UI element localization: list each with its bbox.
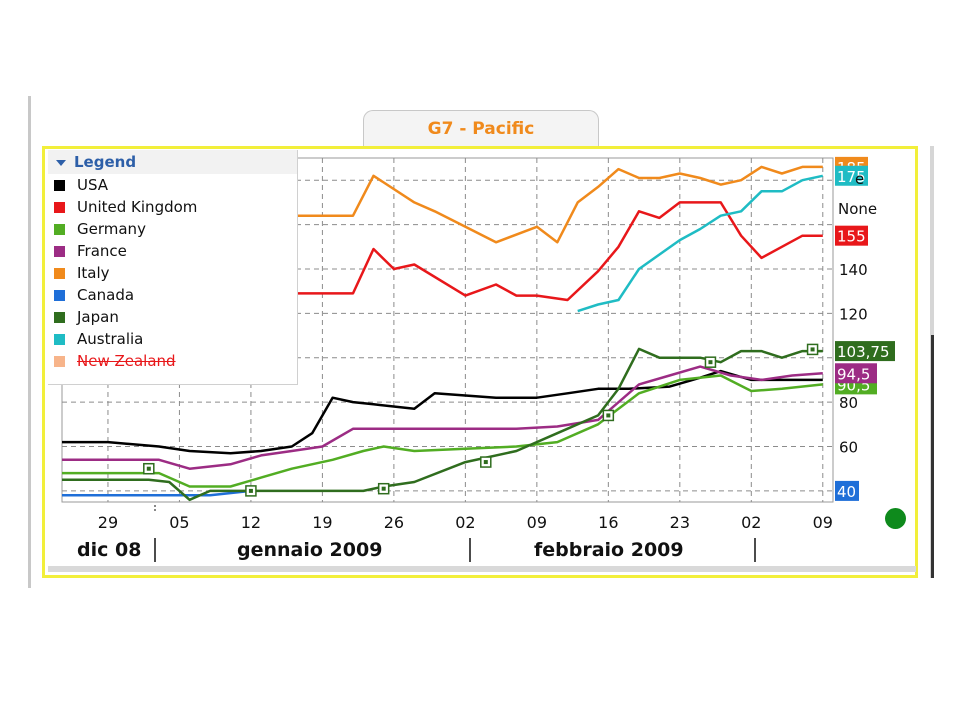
x-tick-label: 29 bbox=[98, 513, 118, 532]
legend-swatch bbox=[54, 356, 65, 367]
data-marker-dot bbox=[248, 488, 253, 493]
none-label: None bbox=[838, 200, 877, 218]
legend-item-label: Germany bbox=[77, 220, 146, 238]
status-indicator-dot[interactable] bbox=[885, 508, 906, 529]
x-tick-label: 19 bbox=[312, 513, 332, 532]
legend-item[interactable]: France bbox=[48, 240, 297, 262]
month-label: dic 08 bbox=[77, 539, 141, 561]
legend-item[interactable]: USA bbox=[48, 174, 297, 196]
data-marker-dot bbox=[810, 347, 815, 352]
x-tick-label: 02 bbox=[741, 513, 761, 532]
x-tick-label: 12 bbox=[241, 513, 261, 532]
partial-label: e bbox=[855, 170, 864, 188]
legend-item[interactable]: United Kingdom bbox=[48, 196, 297, 218]
legend-item-label: Japan bbox=[77, 308, 119, 326]
legend-swatch bbox=[54, 268, 65, 279]
x-tick-label: 09 bbox=[527, 513, 547, 532]
legend-swatch bbox=[54, 312, 65, 323]
series-line bbox=[62, 201, 823, 302]
legend-toggle[interactable]: Legend bbox=[48, 150, 297, 174]
scroller-strip bbox=[48, 566, 916, 572]
legend-item-label: France bbox=[77, 242, 127, 260]
legend-swatch bbox=[54, 202, 65, 213]
value-badge bbox=[835, 225, 868, 246]
value-badge-label: 175 bbox=[837, 168, 866, 186]
series-line bbox=[62, 347, 823, 502]
legend-item-label: Italy bbox=[77, 264, 110, 282]
y-tick-label: 120 bbox=[839, 305, 868, 323]
legend-item[interactable]: Australia bbox=[48, 328, 297, 350]
legend-swatch bbox=[54, 334, 65, 345]
legend-item-label: Australia bbox=[77, 330, 144, 348]
series-line bbox=[62, 374, 823, 488]
value-badge bbox=[835, 363, 877, 384]
series-line bbox=[577, 174, 824, 313]
series-line bbox=[62, 165, 823, 244]
legend-swatch bbox=[54, 290, 65, 301]
tab-g7-pacific[interactable]: G7 - Pacific bbox=[363, 110, 599, 146]
legend-item-label: USA bbox=[77, 176, 109, 194]
legend-item-label: New Zealand bbox=[77, 352, 176, 370]
y-tick-label: 60 bbox=[839, 439, 858, 457]
caret-down-icon bbox=[56, 159, 66, 166]
y-tick-label: 80 bbox=[839, 394, 858, 412]
data-marker-dot bbox=[146, 466, 151, 471]
legend-title: Legend bbox=[74, 153, 137, 171]
legend-swatch bbox=[54, 246, 65, 257]
series-line bbox=[62, 365, 823, 470]
legend-item-label: Canada bbox=[77, 286, 135, 304]
legend-item[interactable]: Italy bbox=[48, 262, 297, 284]
window-frame-left bbox=[28, 96, 31, 588]
legend-swatch bbox=[54, 180, 65, 191]
data-marker-dot bbox=[708, 360, 713, 365]
value-badge bbox=[835, 165, 868, 186]
data-marker-dot bbox=[483, 460, 488, 465]
value-badge-label: 94,5 bbox=[837, 365, 870, 383]
series-line bbox=[62, 489, 252, 497]
legend-panel: Legend USA United Kingdom Germany France Ita… bbox=[48, 150, 298, 385]
value-badge-label: 103,75 bbox=[837, 343, 890, 361]
x-tick-label: 02 bbox=[455, 513, 475, 532]
legend-item[interactable]: New Zealand bbox=[48, 350, 297, 372]
x-tick-label: 16 bbox=[598, 513, 618, 532]
legend-item-label: United Kingdom bbox=[77, 198, 198, 216]
scrollbar-track[interactable] bbox=[931, 335, 934, 578]
x-tick-label: 09 bbox=[813, 513, 833, 532]
x-tick-label: 26 bbox=[384, 513, 404, 532]
legend-list: USA United Kingdom Germany France Italy Canad… bbox=[48, 174, 297, 372]
legend-swatch bbox=[54, 224, 65, 235]
value-badge bbox=[835, 480, 859, 501]
legend-item[interactable]: Canada bbox=[48, 284, 297, 306]
value-badge-label: 40 bbox=[837, 483, 856, 501]
y-tick-label: 140 bbox=[839, 261, 868, 279]
data-marker-dot bbox=[606, 413, 611, 418]
legend-item[interactable]: Japan bbox=[48, 306, 297, 328]
x-tick-label: 05 bbox=[169, 513, 189, 532]
legend-item[interactable]: Germany bbox=[48, 218, 297, 240]
month-label: gennaio 2009 bbox=[237, 539, 382, 561]
data-marker-dot bbox=[381, 486, 386, 491]
value-badge bbox=[835, 341, 895, 362]
x-tick-label: 23 bbox=[670, 513, 690, 532]
month-label: febbraio 2009 bbox=[534, 539, 684, 561]
value-badge-label: 155 bbox=[837, 228, 866, 246]
